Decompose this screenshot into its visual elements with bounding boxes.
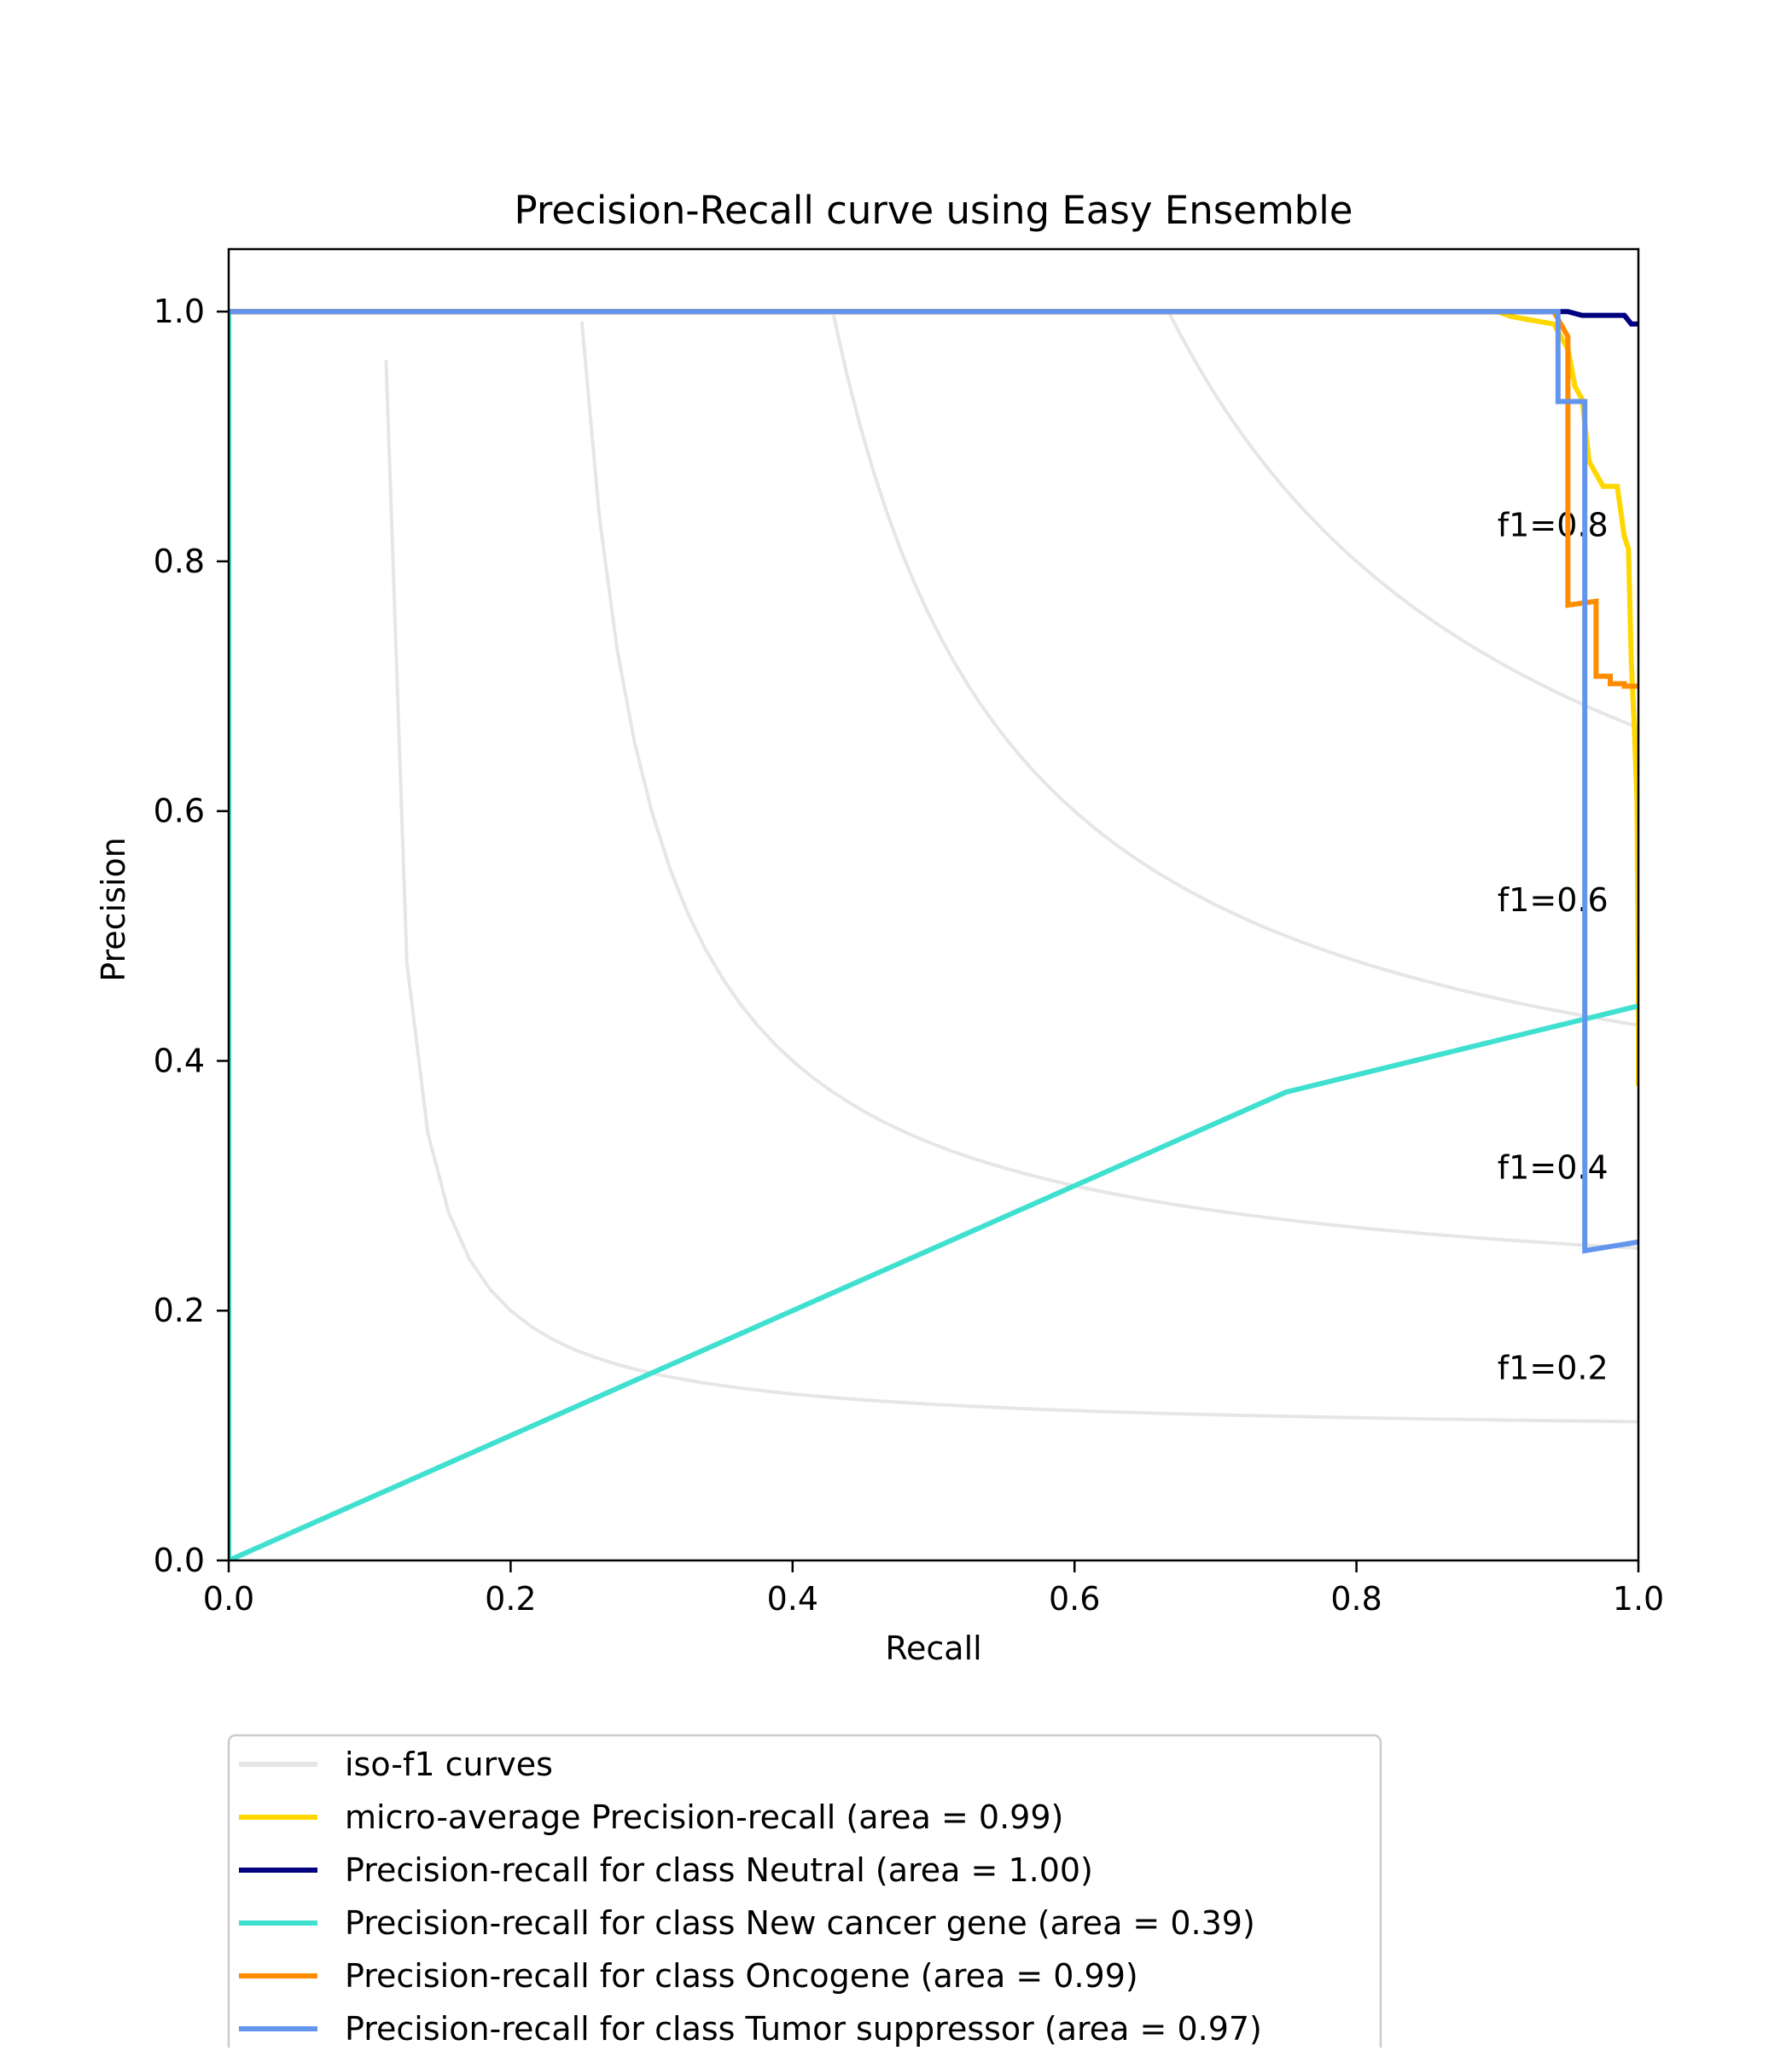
series-line bbox=[229, 309, 1638, 689]
x-tick-label: 0.4 bbox=[767, 1580, 818, 1618]
series-line bbox=[229, 311, 1638, 1560]
x-tick-label: 0.6 bbox=[1049, 1580, 1100, 1618]
y-tick-label: 0.0 bbox=[154, 1542, 205, 1579]
x-axis-label: Recall bbox=[885, 1630, 981, 1667]
plot-frame bbox=[227, 247, 1640, 1562]
iso-f1-curve bbox=[579, 321, 1638, 1250]
legend-label: Precision-recall for class Tumor suppres… bbox=[345, 2010, 1262, 2048]
legend-label: iso-f1 curves bbox=[345, 1746, 553, 1783]
y-tick-label: 0.4 bbox=[154, 1042, 205, 1079]
iso-f1-curve bbox=[1167, 311, 1638, 729]
iso-f1-label: f1=0.8 bbox=[1498, 507, 1609, 544]
y-axis-label: Precision bbox=[95, 837, 132, 982]
legend-label: Precision-recall for class New cancer ge… bbox=[345, 1904, 1255, 1942]
y-tick-label: 0.8 bbox=[154, 543, 205, 580]
chart-title: Precision-Recall curve using Easy Ensemb… bbox=[515, 188, 1353, 233]
iso-f1-layer: f1=0.2 f1=0.4 f1=0.6 f1=0.8 bbox=[384, 311, 1638, 1424]
iso-f1-label: f1=0.2 bbox=[1498, 1350, 1609, 1387]
legend-label: micro-average Precision-recall (area = 0… bbox=[345, 1798, 1063, 1836]
series-line bbox=[229, 309, 1638, 1254]
legend-box bbox=[227, 1734, 1382, 2051]
y-tick-label: 0.2 bbox=[154, 1292, 205, 1329]
x-tick-label: 0.0 bbox=[203, 1580, 254, 1618]
series-line bbox=[229, 309, 1638, 1086]
iso-f1-label: f1=0.4 bbox=[1498, 1148, 1609, 1186]
x-tick-label: 0.8 bbox=[1330, 1580, 1382, 1618]
y-tick-label: 0.6 bbox=[154, 793, 205, 830]
iso-f1-curve bbox=[384, 359, 1638, 1424]
series-layer bbox=[229, 309, 1638, 1560]
x-tick-label: 0.2 bbox=[485, 1580, 536, 1618]
iso-f1-curve bbox=[831, 314, 1638, 1027]
axes-layer: 0.0 0.2 0.4 0.6 0.8 1.0 0.0 0.2 0.4 0.6 0.8 1.0 bbox=[154, 293, 1665, 1618]
y-tick-label: 1.0 bbox=[154, 293, 205, 330]
x-tick-label: 1.0 bbox=[1613, 1580, 1664, 1618]
legend-label: Precision-recall for class Neutral (area… bbox=[345, 1851, 1093, 1889]
iso-f1-label: f1=0.6 bbox=[1498, 881, 1609, 919]
legend: iso-f1 curves micro-average Precision-rec… bbox=[227, 1734, 1382, 2051]
legend-label: Precision-recall for class Oncogene (are… bbox=[345, 1957, 1138, 1995]
